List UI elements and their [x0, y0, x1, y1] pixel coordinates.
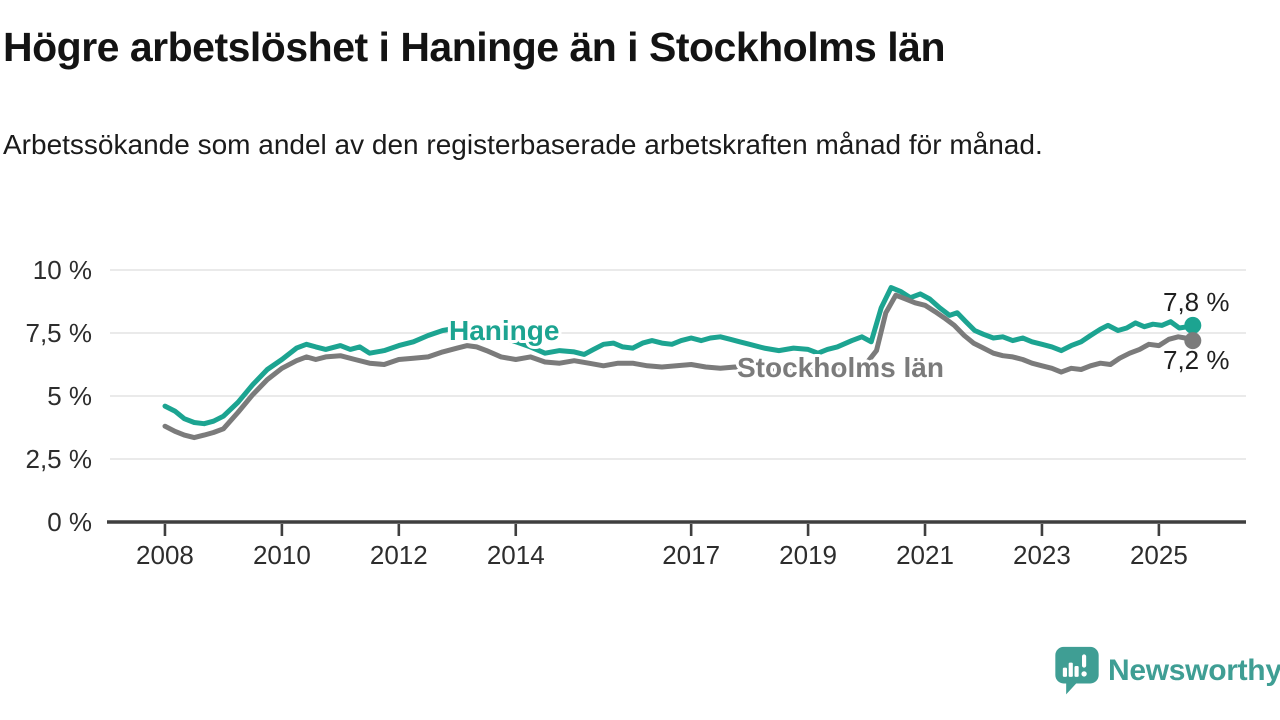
x-tick-label: 2021	[896, 540, 954, 570]
series-end-value-haninge: 7,8 %	[1163, 287, 1230, 317]
unemployment-line-chart: 0 % 2,5 % 5 % 7,5 % 10 % 2008 2010 2012 2014 2017…	[26, 255, 1246, 570]
series-label-stockholms-lan: Stockholms län	[737, 352, 944, 383]
y-tick-label: 0 %	[47, 507, 92, 537]
x-tick-label: 2014	[487, 540, 545, 570]
series-label-haninge: Haninge	[449, 315, 559, 346]
y-tick-label: 10 %	[33, 255, 92, 285]
brand-footer: Newsworthy	[1054, 646, 1280, 696]
chart-title: Högre arbetslöshet i Haninge än i Stockh…	[3, 24, 945, 70]
series-end-value-stockholms-lan: 7,2 %	[1163, 345, 1230, 375]
x-tick-label: 2012	[370, 540, 428, 570]
series-end-dot-stockholms-lan	[1184, 332, 1202, 350]
chart-subtitle: Arbetssökande som andel av den registerb…	[3, 129, 1043, 160]
brand-wordmark: Newsworthy	[1108, 654, 1280, 687]
newsworthy-logo-icon	[1055, 646, 1099, 695]
y-tick-label: 5 %	[47, 381, 92, 411]
x-tick-label: 2008	[136, 540, 194, 570]
x-tick-label: 2025	[1130, 540, 1188, 570]
series-line-stockholms-lan	[162, 292, 1196, 441]
x-tick-label: 2010	[253, 540, 311, 570]
y-tick-label: 7,5 %	[26, 318, 93, 348]
x-tick-label: 2019	[779, 540, 837, 570]
x-tick-label: 2023	[1013, 540, 1071, 570]
x-tick-label: 2017	[662, 540, 720, 570]
series-line-haninge	[162, 285, 1196, 427]
y-tick-label: 2,5 %	[26, 444, 93, 474]
series-end-dot-haninge	[1184, 316, 1202, 334]
